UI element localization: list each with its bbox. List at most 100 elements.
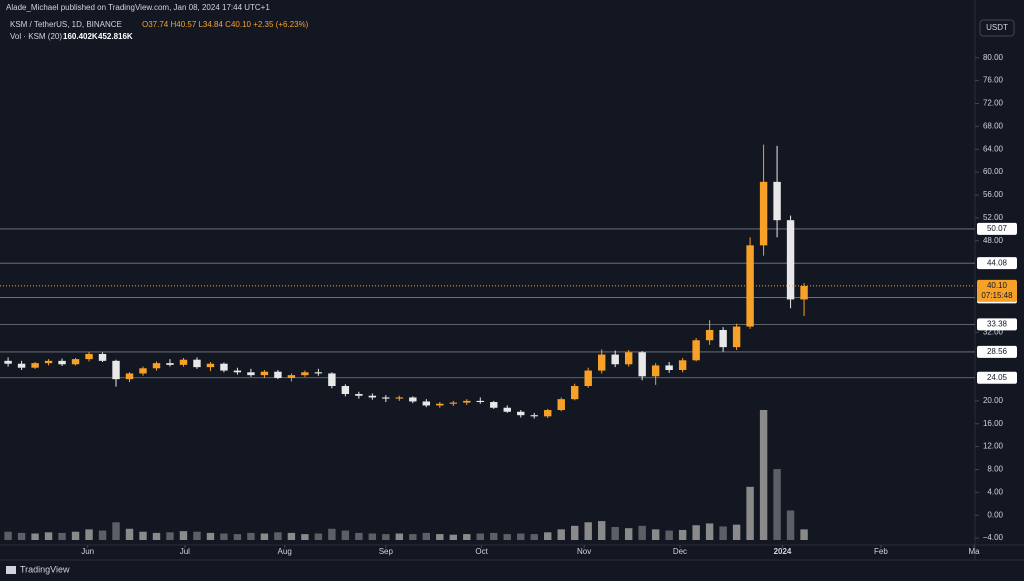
y-tick-label: 68.00: [983, 121, 1004, 130]
volume-bar: [692, 525, 700, 540]
candle-body: [759, 181, 768, 246]
candle-body: [287, 375, 296, 379]
candle-body: [651, 365, 660, 377]
candle-body: [624, 352, 633, 365]
candle-body: [4, 360, 12, 364]
y-tick-label: 76.00: [983, 76, 1004, 85]
volume-bar: [233, 534, 242, 540]
currency-button[interactable]: [979, 19, 1015, 37]
candle-body: [544, 410, 552, 417]
volume-bar: [530, 534, 538, 540]
volume-bar: [139, 531, 147, 540]
volume-bar: [206, 532, 215, 540]
candle-body: [125, 373, 134, 380]
y-tick-label: 0.00: [987, 510, 1003, 519]
level-label: 28.56: [987, 347, 1008, 356]
volume-title: Vol · KSM (20): [10, 32, 62, 41]
level-box: [977, 257, 1017, 270]
volume-bar: [490, 532, 498, 540]
candle-body: [517, 411, 525, 416]
candle-body: [301, 372, 309, 376]
volume-bar: [179, 531, 188, 540]
candle-body: [732, 326, 741, 348]
level-box: [977, 371, 1017, 384]
volume-bar: [597, 521, 606, 540]
candle-body: [449, 402, 458, 404]
candle-body: [44, 360, 53, 364]
volume-bar: [409, 534, 417, 540]
candle-body: [233, 370, 242, 373]
volume-ma: 452.816K: [98, 32, 133, 41]
x-tick-label: Dec: [673, 547, 687, 556]
volume-bar: [112, 522, 120, 540]
volume-bar: [449, 534, 458, 540]
y-tick-label: 64.00: [983, 144, 1004, 153]
volume-bar: [220, 533, 228, 540]
volume-bar: [678, 529, 687, 540]
x-tick-label: Nov: [577, 547, 591, 556]
countdown: 07:15:48: [981, 291, 1013, 300]
brand-logo: [6, 566, 16, 574]
volume-bar: [746, 486, 754, 540]
x-tick-label: 2024: [774, 547, 792, 556]
y-tick-label: 16.00: [983, 419, 1004, 428]
candle-body: [98, 353, 107, 361]
volume-bar: [71, 531, 80, 540]
y-tick-label: 48.00: [983, 236, 1004, 245]
currency-label[interactable]: USDT: [986, 23, 1008, 32]
candle-body: [260, 371, 269, 376]
y-tick-label: −4.00: [983, 533, 1004, 542]
volume-bar: [355, 532, 363, 540]
level-label: 33.38: [987, 319, 1008, 328]
candle-body: [166, 363, 174, 365]
y-tick-label: 72.00: [983, 99, 1004, 108]
symbol: KSM / TetherUS, 1D, BINANCE: [10, 20, 122, 29]
volume-bar: [463, 534, 471, 540]
candle-body: [503, 407, 511, 412]
volume-bar: [705, 523, 714, 540]
candle-body: [17, 363, 26, 368]
last-price-label: 40.10: [987, 281, 1008, 290]
volume-bar: [544, 532, 552, 540]
candle-body: [678, 360, 687, 371]
candle-body: [85, 353, 93, 360]
volume-bar: [152, 532, 161, 540]
volume-bar: [638, 525, 646, 540]
candle-body: [611, 354, 619, 365]
y-tick-label: 52.00: [983, 213, 1004, 222]
volume-bar: [368, 533, 377, 540]
candle-body: [692, 340, 700, 361]
candle-body: [328, 373, 336, 387]
candle-body: [476, 400, 484, 403]
volume-bar: [58, 532, 66, 540]
last-price-box: [977, 279, 1017, 302]
volume-bar: [98, 530, 107, 540]
candle-body: [395, 397, 404, 399]
candle-body: [436, 403, 444, 406]
candle-body: [112, 360, 120, 380]
candle-body: [786, 220, 795, 300]
candle-body: [355, 394, 363, 396]
level-label: 44.08: [987, 258, 1008, 267]
level-label: 24.05: [987, 373, 1008, 382]
volume-bar: [503, 534, 511, 540]
x-tick-label: Ma: [968, 547, 980, 556]
volume-bar: [395, 533, 404, 540]
y-tick-label: 32.00: [983, 327, 1004, 336]
candle-body: [206, 363, 215, 368]
candle-body: [71, 359, 80, 365]
candle-body: [422, 401, 431, 406]
volume-bar: [624, 528, 633, 540]
brand: TradingView: [20, 564, 70, 574]
volume-bar: [651, 529, 660, 540]
candle-body: [584, 370, 592, 387]
x-tick-label: Aug: [278, 547, 292, 556]
volume-bar: [571, 525, 579, 540]
volume-bar: [773, 469, 781, 540]
x-tick-label: Jul: [180, 547, 190, 556]
candle-body: [247, 372, 255, 376]
volume-bar: [759, 410, 768, 540]
